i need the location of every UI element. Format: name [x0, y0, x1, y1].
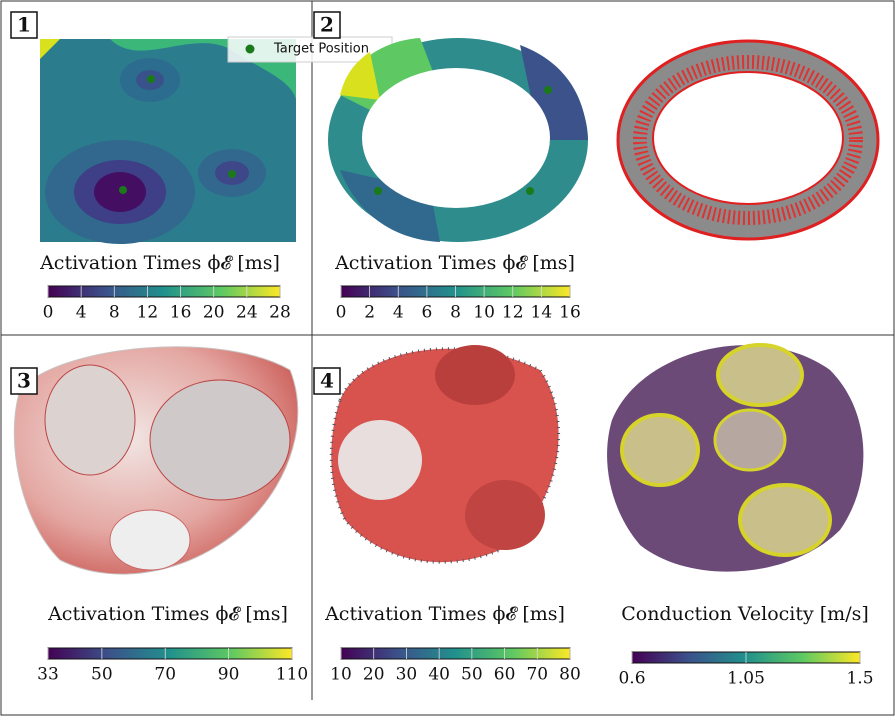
colorbar-tick-label: 80: [559, 665, 581, 685]
colorbar-tick-label: 20: [203, 303, 225, 323]
colorbar-tick-label: 70: [526, 665, 548, 685]
panel-label-box: [10, 11, 38, 39]
colorbar-tick-label: 30: [396, 665, 418, 685]
colorbar-tick-label: 40: [428, 665, 450, 685]
colorbar: [340, 647, 571, 660]
colorbar-tick-label: 70: [154, 665, 176, 685]
panel-label: 2: [320, 13, 334, 37]
colorbar-tick-label: 6: [421, 303, 432, 323]
colorbar-tick-label: 1.5: [846, 669, 873, 689]
colorbar-tick-label: 33: [37, 665, 59, 685]
colorbar-tick-label: 16: [559, 303, 581, 323]
colorbar-tick-label: 110: [276, 665, 308, 685]
colorbar-tick-label: 4: [76, 303, 87, 323]
colorbar-tick-label: 0: [336, 303, 347, 323]
colorbar: [47, 647, 293, 660]
colorbar-tick-label: 60: [494, 665, 516, 685]
colorbar-tick-label: 28: [269, 303, 291, 323]
colorbar-tick-label: 8: [109, 303, 120, 323]
colorbar-tick-label: 1.05: [727, 669, 765, 689]
colorbar-tick-label: 12: [137, 303, 159, 323]
colorbar-tick-label: 24: [236, 303, 258, 323]
colorbar-tick-label: 0: [43, 303, 54, 323]
panel-label: 4: [320, 369, 334, 393]
colorbar-title: Conduction Velocity [m/s]: [621, 603, 869, 625]
panel-label-box: [10, 367, 38, 395]
colorbar-tick-label: 50: [461, 665, 483, 685]
colorbar-tick-label: 4: [393, 303, 404, 323]
colorbar-tick-label: 10: [473, 303, 495, 323]
colorbar-title: Activation Times ϕ𝓔 [ms]: [47, 603, 288, 625]
colorbar-title: Activation Times ϕ𝓔 [ms]: [324, 603, 565, 625]
heart-points: [329, 345, 561, 564]
heart-streamlines: [13, 346, 299, 575]
colorbar-tick-label: 10: [330, 665, 352, 685]
colorbar-tick-label: 0.6: [618, 669, 645, 689]
panel-label: 3: [17, 369, 31, 393]
ring-fibers: [616, 39, 880, 241]
colorbar-tick-label: 8: [450, 303, 461, 323]
colorbar-tick-label: 90: [218, 665, 240, 685]
panel-label-box: [313, 367, 341, 395]
colorbar-tick-label: 20: [363, 665, 385, 685]
colorbar-tick-label: 12: [502, 303, 524, 323]
heart-velocity: [607, 343, 864, 572]
colorbar-tick-label: 50: [91, 665, 113, 685]
colorbar: [47, 285, 281, 298]
colorbar-tick-label: 16: [170, 303, 192, 323]
panel-label-box: [313, 11, 341, 39]
colorbar-title: Activation Times ϕ𝓔 [ms]: [39, 252, 280, 274]
legend-label: Target Position: [273, 42, 369, 57]
panel-label: 1: [17, 13, 31, 37]
ring-map: [328, 38, 588, 242]
contour-map: [40, 39, 296, 244]
colorbar-tick-label: 2: [364, 303, 375, 323]
colorbar-title: Activation Times ϕ𝓔 [ms]: [334, 252, 575, 274]
colorbar-tick-label: 14: [531, 303, 553, 323]
